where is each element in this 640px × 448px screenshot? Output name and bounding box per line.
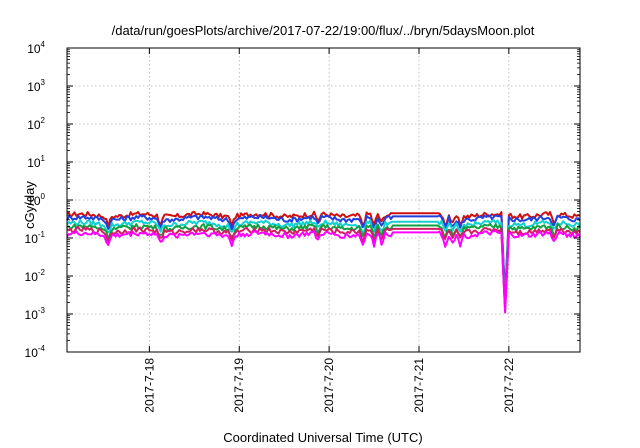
grid — [67, 48, 580, 352]
x-axis: 2017-7-18 2017-7-19 2017-7-20 2017-7-21 2017… — [142, 48, 516, 413]
series-line — [66, 223, 581, 309]
series-layer — [66, 210, 581, 314]
series-line — [66, 214, 581, 297]
y-tick-label: 10-1 — [25, 230, 46, 246]
series-line — [66, 226, 581, 311]
x-axis-label: Coordinated Universal Time (UTC) — [223, 430, 422, 445]
x-tick-label: 2017-7-19 — [232, 358, 246, 413]
x-tick-label: 2017-7-22 — [502, 358, 516, 413]
x-tick-label: 2017-7-20 — [322, 358, 336, 413]
series-line — [66, 229, 581, 314]
y-tick-label: 103 — [27, 78, 45, 94]
y-tick-label: 10-3 — [25, 306, 46, 322]
y-tick-label: 101 — [27, 154, 45, 170]
y-tick-label: 100 — [27, 192, 45, 208]
chart-title: /data/run/goesPlots/archive/2017-07-22/1… — [112, 23, 535, 38]
y-axis: 10-4 10-3 10-2 10-1 100 101 102 103 104 — [25, 40, 580, 360]
y-tick-label: 104 — [27, 40, 45, 56]
y-tick-label: 10-2 — [25, 268, 46, 284]
y-tick-label: 10-4 — [25, 344, 46, 360]
y-axis-label: cGy/day — [22, 181, 37, 229]
x-tick-label: 2017-7-21 — [412, 358, 426, 413]
x-tick-label: 2017-7-18 — [142, 358, 156, 413]
y-tick-label: 102 — [27, 116, 45, 132]
